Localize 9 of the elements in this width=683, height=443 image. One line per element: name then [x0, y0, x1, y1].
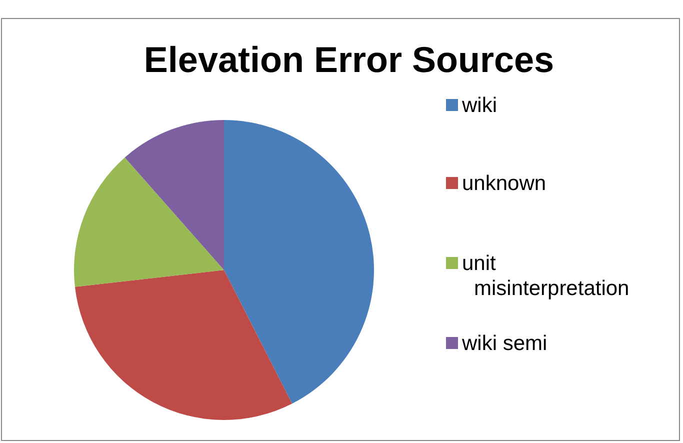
pie-slice: [74, 157, 224, 287]
legend-label: unknown: [462, 172, 546, 195]
pie-slice: [224, 120, 374, 404]
legend-label: unit misinterpretation: [462, 252, 630, 300]
legend-label: wiki: [461, 94, 497, 117]
pie-slice: [74, 270, 292, 420]
chart-title: Elevation Error Sources: [144, 39, 554, 80]
legend-label: wiki semi: [461, 332, 548, 355]
pie-slice: [124, 120, 224, 270]
